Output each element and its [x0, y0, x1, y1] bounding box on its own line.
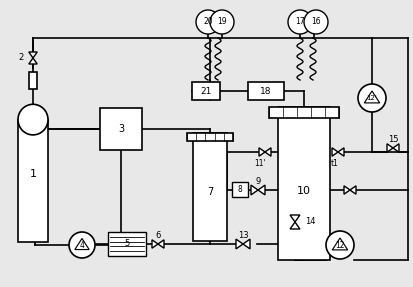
- Polygon shape: [152, 240, 158, 248]
- Text: 12': 12': [367, 95, 377, 101]
- Polygon shape: [259, 148, 265, 156]
- Text: 3: 3: [118, 124, 124, 134]
- Text: 4: 4: [80, 241, 84, 249]
- Circle shape: [210, 10, 234, 34]
- Text: 21: 21: [200, 86, 212, 96]
- Bar: [269, 107, 339, 118]
- Polygon shape: [290, 222, 300, 229]
- Circle shape: [196, 10, 220, 34]
- Polygon shape: [332, 238, 348, 250]
- Bar: [193, 133, 227, 241]
- Polygon shape: [265, 148, 271, 156]
- Text: t1: t1: [331, 158, 339, 168]
- Text: 7: 7: [207, 187, 213, 197]
- Polygon shape: [258, 185, 265, 195]
- Polygon shape: [158, 240, 164, 248]
- Text: 16: 16: [311, 18, 321, 26]
- Polygon shape: [236, 239, 243, 249]
- Bar: [100, 108, 142, 150]
- Polygon shape: [332, 148, 338, 156]
- Polygon shape: [344, 186, 350, 194]
- Text: 15: 15: [388, 135, 398, 144]
- Bar: [108, 232, 146, 256]
- Polygon shape: [75, 238, 89, 250]
- Ellipse shape: [18, 104, 48, 135]
- Polygon shape: [338, 148, 344, 156]
- Text: 14: 14: [305, 218, 316, 226]
- Text: 5: 5: [124, 239, 130, 249]
- Circle shape: [69, 232, 95, 258]
- Circle shape: [326, 231, 354, 259]
- Bar: [232, 182, 248, 197]
- Text: 6: 6: [155, 230, 161, 239]
- Polygon shape: [393, 144, 399, 152]
- Text: 18: 18: [260, 86, 272, 96]
- Circle shape: [288, 10, 312, 34]
- Polygon shape: [29, 52, 37, 58]
- Text: 20: 20: [203, 18, 213, 26]
- Polygon shape: [350, 186, 356, 194]
- Text: 8: 8: [237, 185, 242, 194]
- Circle shape: [358, 84, 386, 112]
- Polygon shape: [290, 215, 300, 222]
- Text: 19: 19: [217, 18, 227, 26]
- Text: 2: 2: [19, 53, 24, 63]
- Polygon shape: [243, 239, 250, 249]
- Polygon shape: [364, 91, 380, 103]
- Text: 1: 1: [29, 169, 36, 179]
- Bar: [278, 107, 330, 260]
- Text: 13: 13: [238, 230, 248, 239]
- Polygon shape: [29, 58, 37, 64]
- Bar: [29, 72, 37, 89]
- Bar: [187, 133, 233, 141]
- Text: 10: 10: [297, 186, 311, 196]
- Text: 9: 9: [255, 177, 261, 185]
- Polygon shape: [251, 185, 258, 195]
- Text: 17: 17: [295, 18, 305, 26]
- Text: 12: 12: [335, 241, 345, 249]
- Circle shape: [304, 10, 328, 34]
- Bar: [192, 82, 220, 100]
- Bar: [248, 82, 284, 100]
- Bar: [18, 120, 48, 242]
- Polygon shape: [387, 144, 393, 152]
- Text: 11': 11': [254, 158, 266, 168]
